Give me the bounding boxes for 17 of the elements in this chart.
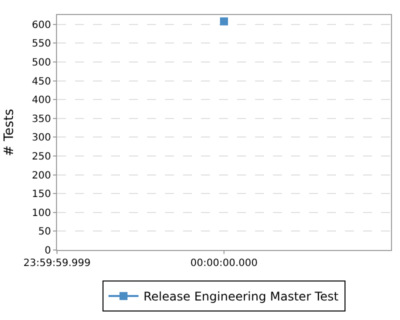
y-tick-label: 400: [32, 95, 51, 106]
y-tick-label: 0: [44, 246, 51, 256]
y-tick-label: 300: [32, 132, 51, 144]
y-tick-label: 200: [32, 170, 51, 182]
y-tick-label: 550: [32, 38, 51, 50]
y-tick-label: 150: [32, 189, 51, 200]
y-tick-label: 600: [32, 20, 51, 31]
y-tick-label: 250: [32, 152, 51, 162]
y-tick-label: 500: [32, 58, 51, 68]
y-tick-label: 350: [32, 114, 51, 125]
legend-label: Release Engineering Master Test: [144, 290, 339, 304]
y-axis-title: # Tests: [2, 108, 17, 156]
y-tick-label: 100: [32, 208, 51, 219]
y-tick-label: 50: [38, 226, 51, 238]
x-tick-label: 00:00:00.000: [190, 258, 258, 269]
y-tick-label: 450: [32, 76, 51, 88]
x-tick-label: 23:59:59.999: [23, 258, 91, 269]
